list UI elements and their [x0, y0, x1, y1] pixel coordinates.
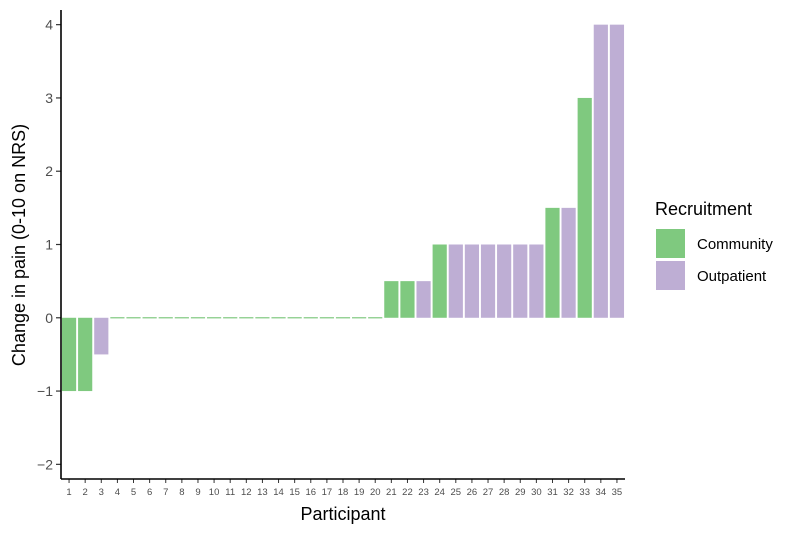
- bar-participant-1: [61, 317, 77, 392]
- x-tick-label: 27: [483, 487, 494, 498]
- bar-participant-19: [352, 317, 367, 319]
- legend-label-outpatient: Outpatient: [697, 268, 767, 285]
- x-tick-label: 15: [289, 487, 300, 498]
- x-tick-label: 28: [499, 487, 510, 498]
- x-tick-label: 16: [305, 487, 316, 498]
- x-tick-label: 13: [257, 487, 268, 498]
- x-tick-label: 2: [83, 487, 88, 498]
- x-tick-label: 14: [273, 487, 284, 498]
- bar-participant-7: [158, 317, 173, 319]
- bar-participant-34: [593, 24, 608, 318]
- y-tick-label: −2: [37, 456, 53, 472]
- x-tick-label: 26: [467, 487, 478, 498]
- y-tick-label: 2: [45, 163, 53, 179]
- x-tick-label: 21: [386, 487, 397, 498]
- bar-participant-24: [432, 244, 447, 318]
- x-tick-label: 23: [418, 487, 429, 498]
- bar-participant-28: [497, 244, 512, 318]
- x-tick-label: 10: [209, 487, 220, 498]
- bar-participant-23: [416, 281, 431, 318]
- x-tick-label: 11: [225, 487, 235, 498]
- bar-participant-15: [287, 317, 302, 319]
- bar-participant-10: [207, 317, 222, 319]
- bar-participant-6: [142, 317, 157, 319]
- bar-participant-26: [464, 244, 479, 318]
- x-tick-label: 17: [322, 487, 333, 498]
- bar-participant-32: [561, 207, 576, 318]
- bar-participant-35: [609, 24, 625, 318]
- bar-participant-27: [480, 244, 496, 318]
- bar-participant-14: [271, 317, 286, 319]
- bar-participant-4: [110, 317, 125, 319]
- x-tick-label: 3: [99, 487, 104, 498]
- x-tick-label: 34: [596, 487, 607, 498]
- x-tick-label: 20: [370, 487, 381, 498]
- bar-participant-20: [368, 317, 383, 319]
- bar-participant-31: [545, 207, 560, 318]
- legend-key-community: [656, 229, 685, 258]
- x-tick-label: 19: [354, 487, 365, 498]
- x-tick-label: 35: [612, 487, 623, 498]
- x-tick-label: 22: [402, 487, 413, 498]
- x-tick-label: 12: [241, 487, 252, 498]
- x-tick-label: 25: [451, 487, 462, 498]
- y-tick-label: −1: [37, 383, 53, 399]
- bars-layer: [61, 24, 625, 392]
- x-tick-label: 6: [147, 487, 152, 498]
- bar-participant-17: [319, 317, 334, 319]
- x-tick-label: 32: [563, 487, 574, 498]
- legend-label-community: Community: [697, 236, 773, 253]
- bar-participant-11: [223, 317, 238, 319]
- bar-participant-21: [384, 281, 399, 318]
- y-tick-label: 4: [45, 17, 53, 33]
- bar-participant-18: [335, 317, 351, 319]
- bar-participant-29: [513, 244, 528, 318]
- x-tick-label: 18: [338, 487, 349, 498]
- bar-participant-8: [174, 317, 189, 319]
- x-axis-title: Participant: [300, 504, 385, 524]
- legend-title: Recruitment: [655, 199, 752, 219]
- bar-participant-22: [400, 281, 415, 318]
- legend: Recruitment Community Outpatient: [655, 199, 773, 290]
- x-tick-label: 4: [115, 487, 120, 498]
- bar-participant-30: [529, 244, 544, 318]
- bar-participant-12: [239, 317, 254, 319]
- bar-participant-25: [448, 244, 463, 318]
- y-tick-label: 0: [45, 310, 53, 326]
- x-tick-label: 1: [66, 487, 71, 498]
- x-tick-label: 9: [195, 487, 200, 498]
- legend-key-outpatient: [656, 261, 685, 290]
- y-tick-label: 1: [45, 237, 53, 253]
- y-axis-ticks: −2 −1 0 1 2 3 4: [37, 17, 61, 472]
- bar-participant-33: [577, 97, 592, 318]
- x-tick-label: 7: [163, 487, 168, 498]
- x-tick-label: 33: [579, 487, 590, 498]
- y-axis-title: Change in pain (0-10 on NRS): [9, 124, 29, 366]
- x-axis-ticks: 1 2 3 4 5 6 7 8 9 10 11 12 13 14 15 16 17 18 19 20 21 22 23 24 2…: [66, 479, 622, 498]
- x-tick-label: 30: [531, 487, 542, 498]
- x-tick-label: 8: [179, 487, 184, 498]
- bar-participant-5: [126, 317, 141, 319]
- bar-participant-16: [303, 317, 318, 319]
- x-tick-label: 29: [515, 487, 526, 498]
- x-tick-label: 24: [434, 487, 445, 498]
- legend-entries: Community Outpatient: [656, 229, 773, 290]
- bar-participant-3: [94, 317, 109, 355]
- x-tick-label: 5: [131, 487, 136, 498]
- bar-participant-2: [78, 317, 93, 392]
- bar-participant-9: [190, 317, 206, 319]
- bar-participant-13: [255, 317, 270, 319]
- x-tick-label: 31: [547, 487, 558, 498]
- y-tick-label: 3: [45, 90, 53, 106]
